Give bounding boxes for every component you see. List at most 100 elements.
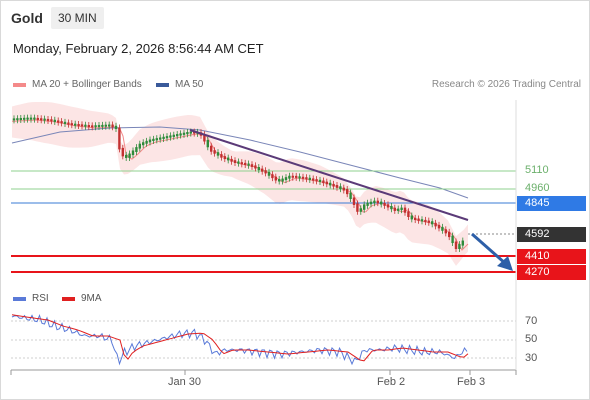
candle-body	[43, 118, 46, 121]
candle-body	[101, 124, 104, 127]
candle-body	[148, 139, 152, 143]
legend-rsi: RSI	[13, 293, 49, 304]
candle-body	[427, 220, 430, 223]
candle-body	[454, 241, 458, 249]
legend-9ma: 9MA	[62, 293, 102, 304]
candle-body	[159, 137, 162, 140]
legend-bollinger: MA 20 + Bollinger Bands	[13, 79, 142, 90]
candle-body	[284, 177, 288, 181]
candle-body	[179, 133, 182, 136]
downtrend-line	[189, 129, 469, 221]
candle-body	[444, 229, 447, 234]
candle-body	[329, 182, 332, 186]
candle-body	[26, 117, 29, 120]
candle-body	[142, 142, 145, 146]
rsi-axis-70: 70	[525, 315, 538, 327]
candle-body	[301, 176, 305, 179]
candle-body	[420, 219, 424, 222]
candle-body	[169, 135, 172, 138]
candle-body	[376, 200, 379, 204]
candle-body	[295, 175, 298, 178]
candle-body	[213, 150, 216, 154]
candle-body	[254, 165, 257, 169]
level-tag-4845: 4845	[517, 196, 586, 211]
candle-body	[189, 131, 192, 134]
candle-body	[193, 131, 196, 134]
candle-body	[383, 202, 386, 206]
candle-body	[373, 200, 376, 204]
candle-body	[332, 183, 335, 187]
candle-body	[131, 150, 135, 156]
candle-body	[87, 125, 90, 128]
chart-header: Gold 30 MIN	[0, 0, 590, 38]
candle-body	[125, 154, 128, 158]
candle-body	[155, 138, 158, 141]
candle-body	[267, 171, 271, 176]
bollinger-band-fill	[12, 101, 468, 266]
rsi-9ma-line	[11, 314, 469, 362]
candle-body	[250, 164, 254, 167]
candle-body	[291, 175, 294, 178]
candle-body	[50, 119, 53, 122]
candle-body	[203, 134, 206, 142]
candle-body	[386, 204, 390, 208]
ma9-swatch	[62, 296, 75, 301]
candle-body	[424, 219, 427, 223]
interval-badge[interactable]: 30 MIN	[51, 7, 104, 29]
candle-body	[369, 201, 373, 205]
candle-body	[366, 202, 369, 206]
candle-body	[230, 158, 233, 162]
candle-body	[210, 145, 213, 152]
candle-body	[152, 138, 155, 141]
candle-body	[80, 124, 84, 127]
candle-body	[77, 124, 80, 127]
candle-body	[441, 226, 444, 231]
candle-body	[63, 121, 67, 124]
candle-body	[182, 132, 186, 135]
candle-body	[257, 167, 260, 171]
bb-swatch	[13, 82, 26, 87]
candle-body	[414, 217, 417, 221]
candle-body	[206, 139, 209, 148]
candle-body	[380, 201, 383, 205]
candle-body	[312, 178, 315, 181]
candle-body	[114, 125, 118, 129]
candle-body	[220, 154, 223, 158]
candle-body	[97, 125, 101, 128]
candle-body	[165, 136, 169, 139]
candle-body	[346, 189, 349, 195]
candle-body	[458, 244, 461, 249]
candle-body	[244, 162, 247, 166]
candle-body	[33, 117, 36, 120]
candle-body	[315, 179, 318, 182]
candle-body	[342, 187, 345, 191]
level-label-5110: 5110	[525, 164, 549, 176]
candle-body	[227, 157, 230, 161]
candle-body	[390, 206, 393, 210]
candle-body	[16, 118, 19, 121]
support-tag-4410: 4410	[517, 249, 586, 264]
candle-body	[74, 123, 77, 126]
candle-body	[145, 140, 148, 144]
x-axis-feb2: Feb 2	[377, 376, 406, 388]
ma9-label: 9MA	[81, 293, 102, 304]
candle-body	[223, 156, 226, 160]
level-label-4960: 4960	[525, 182, 550, 194]
rsi-swatch	[13, 296, 26, 301]
candle-body	[53, 119, 56, 122]
candle-body	[104, 124, 107, 127]
forecast-arrow-head	[497, 256, 513, 271]
ma50-label: MA 50	[175, 79, 204, 90]
candle-body	[403, 207, 407, 213]
forecast-arrow-shaft	[471, 232, 507, 266]
candle-body	[298, 176, 301, 179]
candle-body	[451, 235, 454, 244]
rsi-axis-50: 50	[525, 333, 538, 345]
candle-body	[57, 120, 60, 123]
candle-body	[19, 118, 22, 121]
candle-body	[128, 153, 131, 158]
candle-body	[12, 118, 16, 121]
ma50-line	[11, 126, 469, 199]
candle-body	[278, 178, 281, 182]
candle-body	[70, 123, 73, 126]
